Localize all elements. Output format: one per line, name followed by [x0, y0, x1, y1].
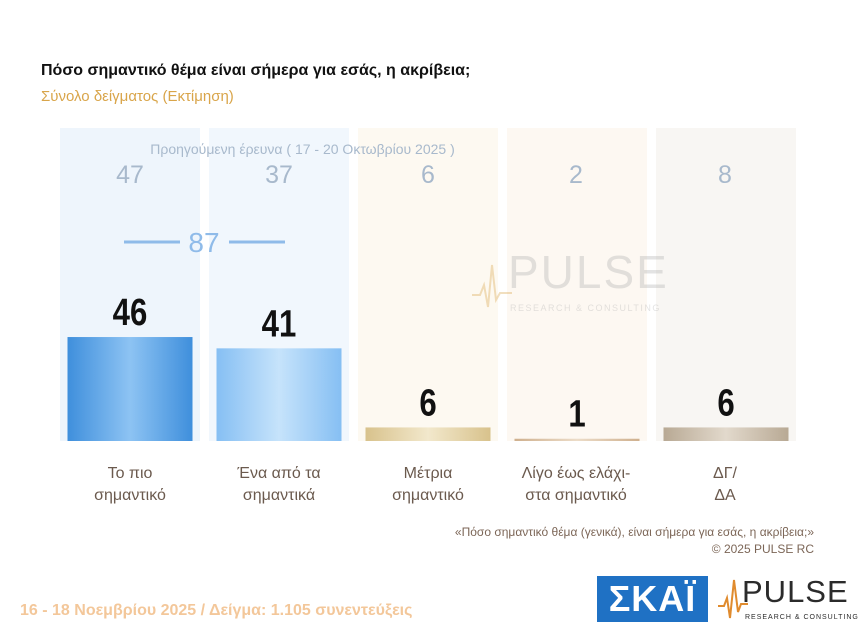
- category-label: ΔΓ/: [713, 465, 738, 482]
- pulse-logo: PULSE RESEARCH & CONSULTING: [718, 572, 858, 628]
- watermark-sub: RESEARCH & CONSULTING: [510, 303, 661, 313]
- column-background: [507, 128, 647, 441]
- bar: [365, 427, 491, 441]
- category-label: Μέτρια: [404, 465, 453, 482]
- question-note: «Πόσο σημαντικό θέμα (γενικά), είναι σήμ…: [454, 525, 814, 539]
- bar-value-label: 46: [113, 292, 148, 334]
- previous-value-label: 6: [421, 161, 435, 189]
- category-label: στα σημαντικό: [525, 487, 627, 504]
- pulse-logo-sub: RESEARCH & CONSULTING: [745, 614, 859, 621]
- pulse-wave-icon: [472, 264, 512, 308]
- category-label: Λίγο έως ελάχι-: [522, 465, 631, 482]
- pulse-watermark: PULSE RESEARCH & CONSULTING: [472, 245, 672, 325]
- bar: [216, 348, 342, 441]
- category-label: Το πιο: [108, 465, 153, 482]
- bar: [514, 438, 640, 441]
- survey-footer: 16 - 18 Νοεμβρίου 2025 / Δείγμα: 1.105 σ…: [20, 602, 413, 619]
- bar-value-label: 1: [568, 394, 585, 436]
- copyright: © 2025 PULSE RC: [711, 542, 814, 556]
- previous-value-label: 2: [569, 161, 583, 189]
- category-label: σημαντικό: [392, 487, 464, 504]
- category-label: Ένα από τα: [236, 465, 320, 482]
- pulse-logo-wave-icon: [718, 579, 748, 619]
- previous-value-label: 37: [265, 161, 293, 189]
- pulse-logo-word: PULSE: [742, 574, 849, 609]
- category-label: ΔΑ: [714, 487, 736, 504]
- previous-value-label: 47: [116, 161, 144, 189]
- bar-chart: 46 47 Το πιο σημαντικό 41 37 Ένα από τα σημαντι…: [60, 128, 796, 504]
- bar: [663, 427, 789, 441]
- category-label: σημαντικά: [243, 487, 315, 504]
- column-background: [656, 128, 796, 441]
- column-background: [358, 128, 498, 441]
- bar-value-label: 6: [419, 383, 436, 425]
- skai-logo: ΣΚΑΪ: [597, 576, 708, 622]
- combined-value-label: 87: [188, 227, 219, 258]
- chart-title: Πόσο σημαντικό θέμα είναι σήμερα για εσά…: [41, 62, 471, 79]
- bar-value-label: 41: [262, 304, 297, 346]
- previous-value-label: 8: [718, 161, 732, 189]
- bar-value-label: 6: [717, 383, 734, 425]
- watermark-word: PULSE: [508, 246, 669, 298]
- category-label: σημαντικό: [94, 487, 166, 504]
- chart-subtitle: Σύνολο δείγματος (Εκτίμηση): [41, 88, 234, 105]
- previous-survey-label: Προηγούμενη έρευνα ( 17 - 20 Οκτωβρίου 2…: [150, 141, 455, 157]
- bar: [67, 337, 193, 441]
